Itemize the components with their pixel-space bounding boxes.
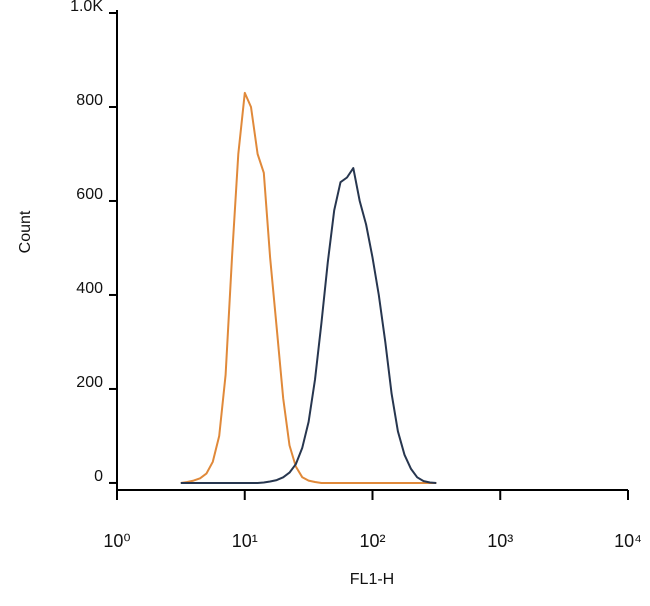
series-line — [180, 91, 437, 484]
x-tick-label: 10⁰ — [103, 531, 130, 551]
x-tick-label: 10¹ — [232, 531, 258, 551]
y-tick-label: 400 — [76, 280, 103, 297]
y-axis-label: Count — [17, 210, 34, 253]
series-line — [180, 167, 437, 484]
y-tick-label: 0 — [94, 468, 103, 485]
y-tick-label: 800 — [76, 92, 103, 109]
y-tick-label: 200 — [76, 374, 103, 391]
x-axis-label: FL1-H — [350, 571, 394, 588]
x-tick-label: 10⁴ — [614, 531, 642, 551]
x-tick-label: 10² — [359, 531, 385, 551]
y-tick-label: 600 — [76, 186, 103, 203]
y-tick-label: 1.0K — [70, 0, 103, 15]
x-tick-label: 10³ — [487, 531, 513, 551]
